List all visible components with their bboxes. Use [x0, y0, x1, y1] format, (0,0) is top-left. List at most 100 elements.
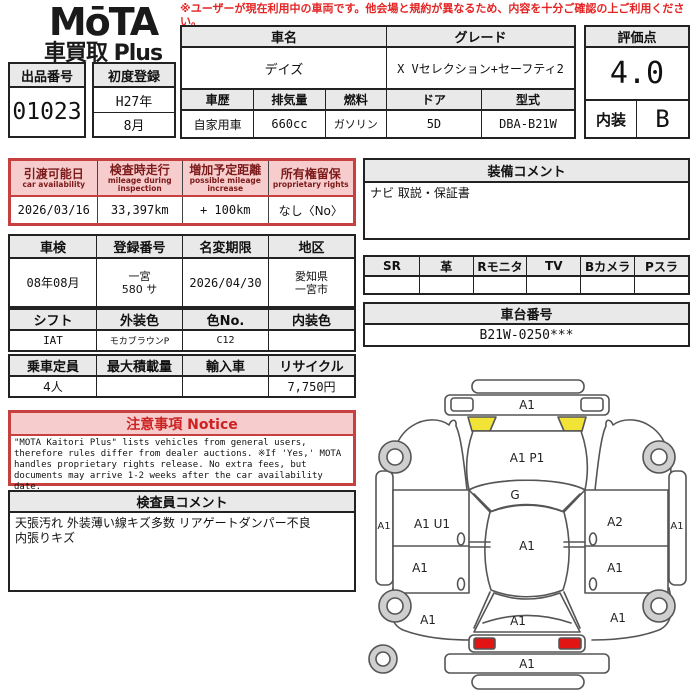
- mileage-header: 検査時走行 mileage during inspection: [96, 161, 182, 195]
- label-right-front-door: A2: [607, 515, 623, 529]
- capacity-table: 乗車定員 最大積載量 輸入車 リサイクル 4人 7,750円: [8, 354, 356, 398]
- taillight-right-highlight: [558, 637, 582, 650]
- chassis-number-table: 車台番号 B21W-0250***: [363, 302, 690, 347]
- district-value: 愛知県 一宮市: [268, 259, 354, 306]
- seating-capacity-header: 乗車定員: [10, 356, 96, 375]
- seating-capacity-value: 4人: [43, 380, 63, 394]
- headlight-left-highlight: [467, 416, 497, 432]
- recycle-value: 7,750円: [268, 377, 354, 396]
- color-no-value: C12: [182, 331, 268, 350]
- flag-leather-value: [418, 277, 473, 293]
- flag-rmonitor-value: [472, 277, 527, 293]
- label-rear-gate: A1: [510, 614, 526, 628]
- door-handle: [456, 532, 466, 546]
- inspector-comment-header: 検査員コメント: [10, 492, 354, 513]
- mileage-increase-value: + 100km: [182, 197, 268, 223]
- import-value: [182, 377, 268, 396]
- inspector-comment-body: 天張汚れ 外装薄い線キズ多数 リアゲートダンパー不良 内張りキズ: [15, 516, 311, 545]
- equipment-comment-body: ナビ 取説・保証書: [370, 186, 470, 200]
- roof-shape: [484, 504, 570, 598]
- mileage-value: 33,397km: [96, 197, 183, 223]
- chassis-number-value: B21W-0250***: [479, 327, 574, 343]
- max-load-value: [96, 377, 182, 396]
- flag-sr-value: [365, 277, 419, 293]
- taillight-left-highlight: [473, 637, 496, 650]
- score-header: 評価点: [586, 27, 688, 48]
- model-value: DBA-B21W: [480, 111, 574, 137]
- vehicle-grade-header: グレード: [385, 27, 574, 46]
- rear-bottom-piece: [471, 674, 585, 690]
- max-load-header: 最大積載量: [96, 356, 182, 375]
- name-change-deadline-value: 2026/04/30: [182, 259, 268, 306]
- fuel-value: ガソリン: [324, 111, 386, 137]
- exterior-color-value: モカブラウンP: [96, 331, 182, 350]
- vehicle-table: 車名 グレード デイズ X Vセレクション+セーフティ2 車歴 排気量 燃料 ド…: [180, 25, 576, 139]
- shift-header: シフト: [10, 310, 96, 329]
- flag-pslide-header: Pスラ: [633, 257, 688, 275]
- lot-number-header: 出品番号: [10, 64, 84, 88]
- shift-value: IAT: [43, 334, 63, 347]
- notice-table: 注意事項 Notice "MOTA Kaitori Plus" lists ve…: [8, 410, 356, 492]
- shaken-value: 08年08月: [26, 276, 80, 290]
- score-table: 評価点 4.0 内装 B: [584, 25, 690, 139]
- equipment-flags-table: SR 革 Rモニタ TV Bカメラ Pスラ: [363, 255, 690, 295]
- displacement-header: 排気量: [253, 90, 325, 109]
- lot-number-value: 01023: [12, 99, 82, 125]
- interior-color-value: [268, 331, 354, 350]
- vehicle-grade-value: X Vセレクション+セーフティ2: [385, 48, 574, 88]
- inspection-table: 車検 登録番号 名変期限 地区 08年08月 一宮 580 サ 2026/04/…: [8, 234, 356, 308]
- label-right-sill: A1: [670, 521, 683, 532]
- flag-sr-header: SR: [365, 257, 419, 275]
- label-right-rear-door: A1: [607, 561, 623, 575]
- inspector-comment-table: 検査員コメント 天張汚れ 外装薄い線キズ多数 リアゲートダンパー不良 内張りキズ: [8, 490, 356, 592]
- front-bumper-shape: [444, 394, 610, 416]
- history-value: 自家用車: [193, 117, 242, 132]
- vehicle-name-value: デイズ: [264, 62, 304, 78]
- model-header: 型式: [480, 90, 574, 109]
- displacement-value: 660cc: [253, 111, 324, 137]
- lot-number-table: 出品番号 01023: [8, 62, 86, 138]
- door-handle: [588, 532, 598, 546]
- label-rear-left-quarter: A1: [420, 613, 436, 627]
- taillight-bar: [468, 634, 586, 653]
- usage-disclaimer: ※ユーザーが現在利用中の車両です。他会場と規約が異なるため、内容を十分ご確認の上…: [180, 2, 685, 28]
- front-top-piece: [471, 379, 585, 394]
- availability-table: 引渡可能日 car availability 検査時走行 mileage dur…: [8, 158, 356, 226]
- registration-number-value: 一宮 580 サ: [96, 259, 182, 306]
- door-value: 5D: [385, 111, 481, 137]
- fuel-header: 燃料: [324, 90, 386, 109]
- import-header: 輸入車: [182, 356, 268, 375]
- first-registration-header: 初度登録: [94, 64, 174, 88]
- label-windshield: G: [510, 488, 519, 502]
- recycle-header: リサイクル: [268, 356, 354, 375]
- mota-logo: MōTA 車買取 Plus: [28, 2, 178, 66]
- label-roof: A1: [519, 539, 535, 553]
- door-handle: [456, 577, 466, 591]
- front-fog-right: [580, 397, 604, 412]
- interior-color-header: 内装色: [268, 310, 354, 329]
- label-rear-right-quarter: A1: [610, 611, 626, 625]
- shaken-header: 車検: [10, 236, 96, 257]
- availability-date-header: 引渡可能日 car availability: [11, 161, 97, 195]
- label-left-rear-door: A1: [412, 561, 428, 575]
- first-registration-month: 8月: [123, 119, 145, 134]
- logo-sub-text: 車買取 Plus: [43, 41, 163, 66]
- flag-bcamera-value: [580, 277, 634, 293]
- color-no-header: 色No.: [182, 310, 268, 329]
- notice-body: "MOTA Kaitori Plus" lists vehicles from …: [14, 438, 342, 492]
- score-value: 4.0: [609, 56, 665, 91]
- label-rear-bumper: A1: [519, 657, 535, 671]
- label-hood: A1 P1: [510, 451, 545, 465]
- proprietary-rights-value: なし〈No〉: [267, 197, 354, 223]
- name-change-deadline-header: 名変期限: [182, 236, 268, 257]
- sill-right-shape: [668, 470, 687, 586]
- interior-label: 内装: [595, 110, 626, 129]
- flag-rmonitor-header: Rモニタ: [472, 257, 527, 275]
- headlight-right-highlight: [557, 416, 587, 432]
- district-header: 地区: [268, 236, 354, 257]
- spec-table: シフト 外装色 色No. 内装色 IAT モカブラウンP C12: [8, 308, 356, 352]
- vehicle-name-header: 車名: [182, 27, 386, 46]
- rear-bumper-shape: [444, 653, 610, 674]
- label-front-bumper: A1: [519, 398, 535, 412]
